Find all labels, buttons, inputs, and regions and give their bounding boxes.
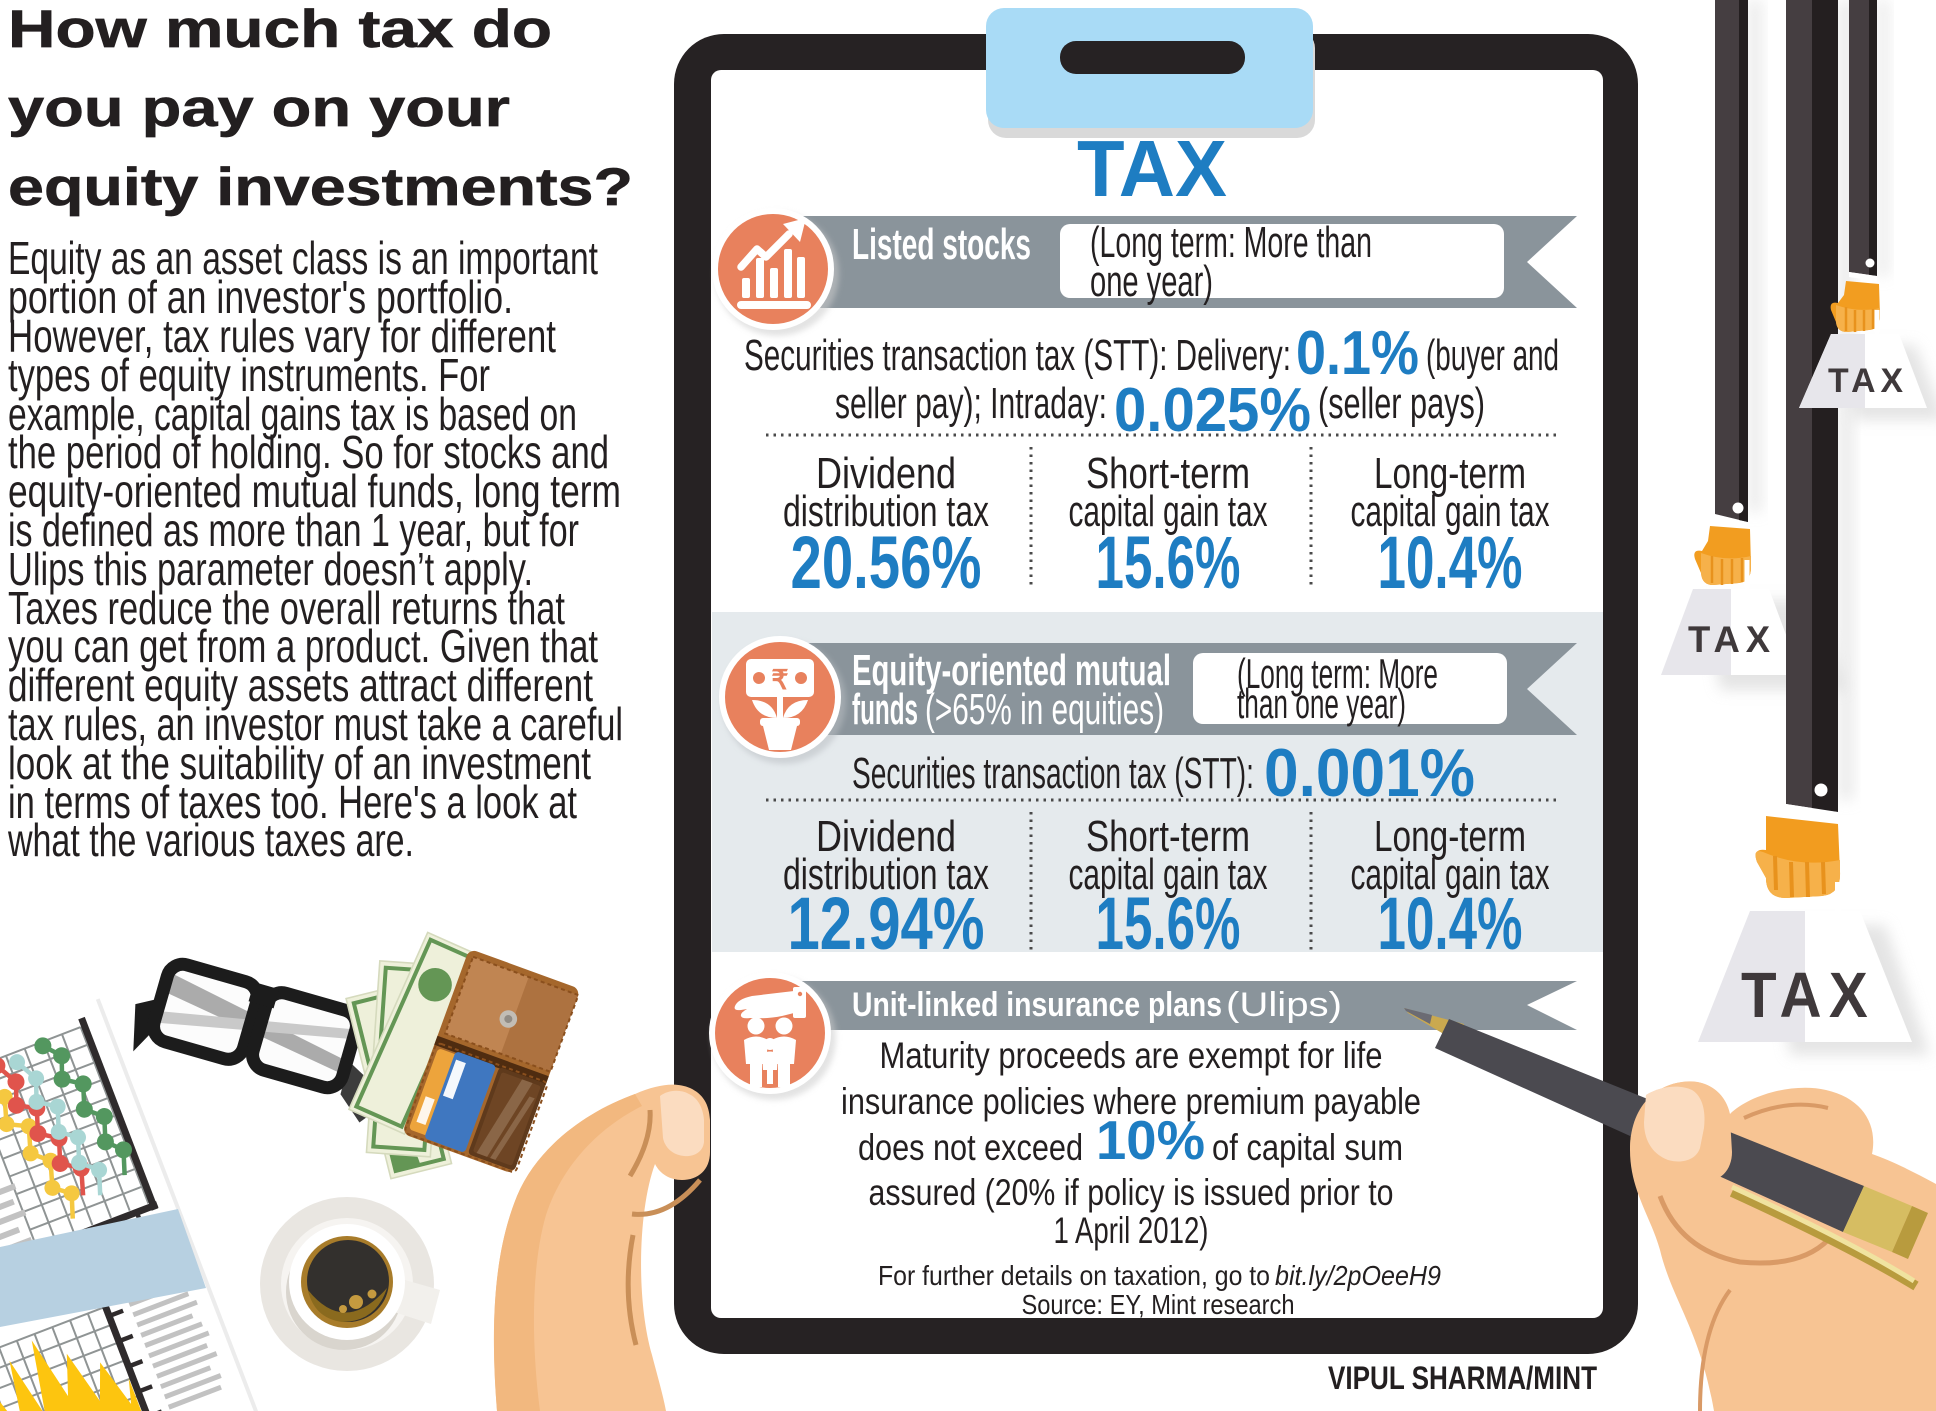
- svg-text:you pay on your: you pay on your: [8, 78, 510, 138]
- svg-text:of capital sum: of capital sum: [1212, 1127, 1403, 1168]
- svg-text:(Ulips): (Ulips): [1226, 986, 1342, 1024]
- svg-text:Maturity proceeds are exempt f: Maturity proceeds are exempt for life: [880, 1035, 1383, 1076]
- svg-text:Dividend: Dividend: [816, 812, 956, 861]
- svg-text:12.94%: 12.94%: [788, 882, 985, 965]
- svg-text:seller pay); Intraday:: seller pay); Intraday:: [835, 379, 1107, 428]
- svg-text:Source: EY, Mint research: Source: EY, Mint research: [1022, 1289, 1295, 1320]
- svg-text:funds: funds: [852, 685, 918, 734]
- svg-text:15.6%: 15.6%: [1096, 521, 1241, 604]
- svg-text:(>65% in equities): (>65% in equities): [925, 685, 1164, 734]
- svg-text:0.1%: 0.1%: [1296, 319, 1419, 388]
- svg-text:portion of an investor's portf: portion of an investor's portfolio.: [8, 271, 513, 323]
- svg-text:20.56%: 20.56%: [791, 521, 982, 604]
- svg-text:you can get from a product. Gi: you can get from a product. Given that: [8, 620, 598, 672]
- svg-text:capital gain tax: capital gain tax: [1069, 487, 1268, 536]
- svg-text:How much tax do: How much tax do: [8, 0, 552, 59]
- svg-text:TAX: TAX: [1688, 619, 1776, 660]
- svg-text:Listed stocks: Listed stocks: [852, 220, 1031, 269]
- svg-text:Securities transaction tax (ST: Securities transaction tax (STT):: [852, 749, 1254, 798]
- svg-text:in terms of taxes too. Here's: in terms of taxes too. Here's a look at: [8, 776, 577, 828]
- svg-text:Taxes reduce the overall retur: Taxes reduce the overall returns that: [8, 582, 565, 634]
- svg-text:0.001%: 0.001%: [1264, 735, 1475, 811]
- svg-text:Equity-oriented mutual: Equity-oriented mutual: [852, 646, 1171, 695]
- svg-text:(buyer and: (buyer and: [1426, 331, 1559, 380]
- svg-text:look at the suitability of an: look at the suitability of an investment: [8, 737, 591, 789]
- svg-text:is defined as more than 1 year: is defined as more than 1 year, but for: [8, 504, 579, 556]
- svg-text:assured (20% if policy is issu: assured (20% if policy is issued prior t…: [869, 1172, 1394, 1213]
- svg-text:does not exceed: does not exceed: [858, 1127, 1083, 1168]
- svg-text:equity-oriented mutual funds,: equity-oriented mutual funds, long term: [8, 465, 621, 517]
- svg-text:different equity assets attrac: different equity assets attract differen…: [8, 659, 593, 711]
- svg-text:For further details on taxatio: For further details on taxation, go to: [878, 1260, 1270, 1291]
- svg-text:10.4%: 10.4%: [1378, 882, 1523, 965]
- svg-text:tax rules, an investor must ta: tax rules, an investor must take a caref…: [8, 698, 623, 750]
- svg-text:distribution tax: distribution tax: [783, 850, 989, 899]
- svg-text:However, tax rules vary for di: However, tax rules vary for different: [8, 310, 556, 362]
- svg-text:1 April 2012): 1 April 2012): [1054, 1210, 1209, 1251]
- svg-text:capital gain tax: capital gain tax: [1069, 850, 1268, 899]
- svg-text:15.6%: 15.6%: [1096, 882, 1241, 965]
- svg-text:TAX: TAX: [1828, 362, 1908, 400]
- svg-text:Ulips this parameter doesn’t a: Ulips this parameter doesn’t apply.: [8, 543, 533, 595]
- svg-text:capital gain tax: capital gain tax: [1351, 487, 1550, 536]
- svg-text:Short-term: Short-term: [1086, 449, 1250, 498]
- svg-text:Unit-linked insurance plans: Unit-linked insurance plans: [852, 986, 1222, 1024]
- svg-text:Short-term: Short-term: [1086, 812, 1250, 861]
- svg-text:insurance policies where premi: insurance policies where premium payable: [841, 1081, 1421, 1122]
- svg-text:10.4%: 10.4%: [1378, 521, 1523, 604]
- svg-text:example, capital gains tax is: example, capital gains tax is based on: [8, 388, 577, 440]
- svg-text:than one year): than one year): [1237, 680, 1406, 727]
- svg-text:distribution tax: distribution tax: [783, 487, 989, 536]
- svg-text:Dividend: Dividend: [816, 449, 956, 498]
- svg-text:Long-term: Long-term: [1374, 449, 1526, 498]
- svg-text:the period of holding. So for: the period of holding. So for stocks and: [8, 426, 609, 478]
- svg-text:(Long term: More: (Long term: More: [1237, 650, 1438, 697]
- svg-text:₹: ₹: [771, 665, 788, 695]
- svg-text:types of equity instruments. F: types of equity instruments. For: [8, 349, 490, 401]
- svg-text:0.025%: 0.025%: [1114, 376, 1311, 445]
- svg-text:VIPUL SHARMA/MINT: VIPUL SHARMA/MINT: [1328, 1360, 1597, 1396]
- svg-text:TAX: TAX: [1077, 124, 1227, 213]
- svg-text:capital gain tax: capital gain tax: [1351, 850, 1550, 899]
- svg-text:Securities transaction tax (ST: Securities transaction tax (STT): Delive…: [744, 331, 1291, 380]
- svg-text:TAX: TAX: [1741, 959, 1875, 1031]
- svg-text:Equity as an asset class is an: Equity as an asset class is an important: [8, 232, 598, 284]
- svg-text:bit.ly/2pOeeH9: bit.ly/2pOeeH9: [1275, 1260, 1441, 1291]
- svg-text:(Long term: More than: (Long term: More than: [1090, 218, 1372, 267]
- svg-text:(seller pays): (seller pays): [1318, 379, 1485, 428]
- svg-text:one year): one year): [1090, 257, 1213, 306]
- svg-text:equity investments?: equity investments?: [8, 157, 633, 217]
- svg-text:10%: 10%: [1096, 1109, 1205, 1171]
- svg-text:what the various taxes are.: what the various taxes are.: [7, 814, 414, 866]
- svg-text:Long-term: Long-term: [1374, 812, 1526, 861]
